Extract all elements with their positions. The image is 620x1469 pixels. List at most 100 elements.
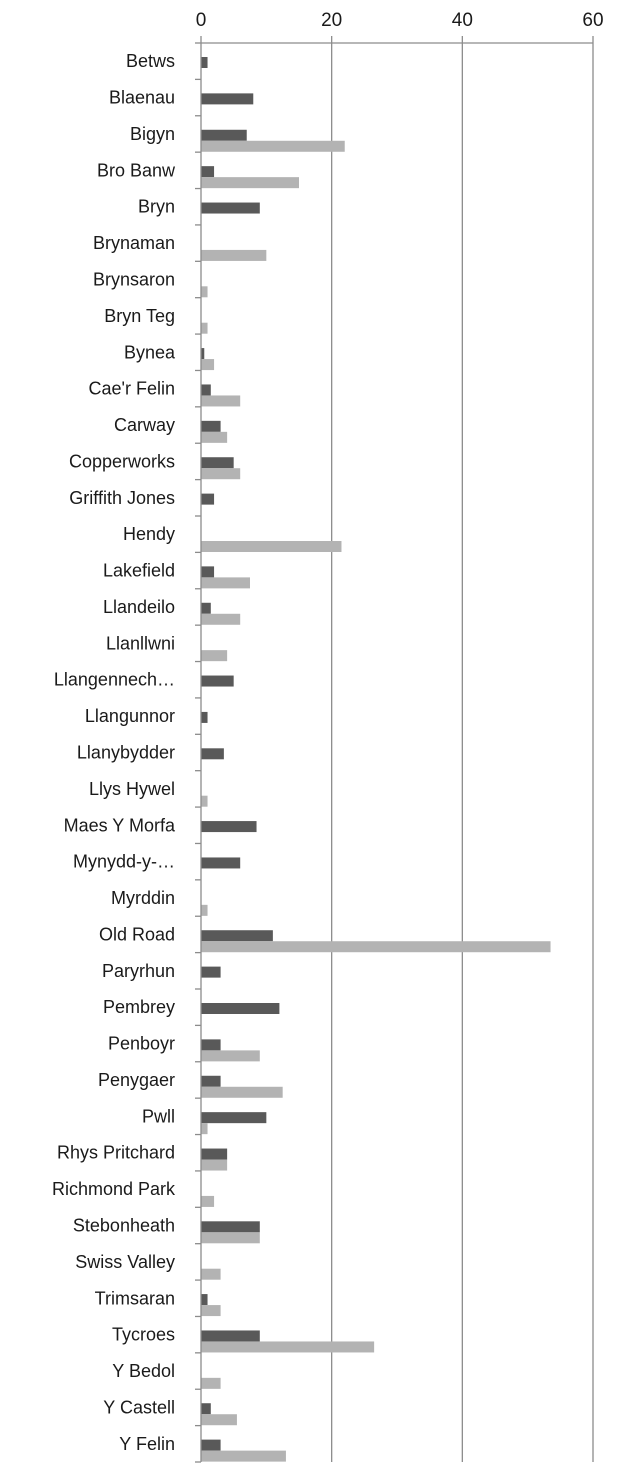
bar — [201, 177, 299, 189]
bar — [201, 93, 254, 105]
category-label: Bigyn — [130, 124, 175, 144]
x-tick-label: 60 — [582, 10, 603, 31]
value-axis-ticks: 0 20 40 60 — [196, 10, 604, 44]
bar — [201, 140, 345, 152]
category-label: Mynydd-y-… — [73, 852, 175, 872]
category-label: Rhys Pritchard — [57, 1143, 175, 1163]
bar — [201, 249, 267, 261]
bar — [201, 431, 228, 443]
bar — [201, 904, 208, 916]
category-label: Bryn — [138, 197, 175, 217]
bar — [201, 1050, 260, 1062]
bar — [201, 420, 221, 432]
bar — [201, 468, 241, 480]
category-label: Y Castell — [103, 1397, 175, 1417]
gridlines — [331, 43, 594, 1462]
category-label: Stebonheath — [73, 1216, 175, 1236]
category-label: Trimsaran — [95, 1288, 175, 1308]
bar — [201, 1221, 260, 1233]
bar — [201, 322, 208, 334]
bar — [201, 821, 257, 833]
category-label: Llangunnor — [85, 706, 175, 726]
bar — [201, 348, 205, 360]
bar — [201, 1439, 221, 1451]
category-label: Carway — [114, 415, 175, 435]
category-label: Maes Y Morfa — [64, 815, 176, 835]
category-label: Llangennech… — [54, 670, 175, 690]
bar — [201, 602, 211, 614]
bar — [201, 359, 215, 371]
bar — [201, 1294, 208, 1306]
category-label: Penboyr — [108, 1034, 175, 1054]
bar — [201, 1086, 283, 1098]
category-label: Tycroes — [112, 1325, 175, 1345]
category-label: Paryrhun — [102, 961, 175, 981]
category-label: Llanybydder — [77, 743, 175, 763]
category-label: Swiss Valley — [75, 1252, 175, 1272]
bar — [201, 748, 224, 760]
bar — [201, 1039, 221, 1051]
category-label: Bro Banw — [97, 160, 176, 180]
bar — [201, 1305, 221, 1317]
bar — [201, 1112, 267, 1124]
bar — [201, 1268, 221, 1280]
x-tick-label: 40 — [452, 10, 473, 31]
bar — [201, 395, 241, 407]
category-label: Brynaman — [93, 233, 175, 253]
category-label: Bynea — [124, 342, 176, 362]
category-label: Betws — [126, 51, 175, 71]
bar — [201, 1148, 228, 1160]
bar — [201, 1123, 208, 1135]
category-label: Copperworks — [69, 451, 175, 471]
bar — [201, 566, 215, 578]
category-label: Penygaer — [98, 1070, 175, 1090]
category-label: Richmond Park — [52, 1179, 176, 1199]
bar — [201, 384, 211, 396]
bar — [201, 457, 234, 469]
category-label: Bryn Teg — [104, 306, 175, 326]
category-label: Myrddin — [111, 888, 175, 908]
bar — [201, 577, 250, 589]
x-tick-label: 0 — [196, 10, 207, 31]
bar — [201, 857, 241, 869]
bar — [201, 675, 234, 687]
category-label: Pwll — [142, 1106, 175, 1126]
bar — [201, 202, 260, 214]
bar — [201, 795, 208, 807]
category-label: Lakefield — [103, 561, 175, 581]
bar — [201, 129, 247, 141]
category-label: Griffith Jones — [69, 488, 175, 508]
bar — [201, 613, 241, 625]
category-label: Hendy — [123, 524, 175, 544]
category-axis — [195, 42, 202, 1463]
category-label: Pembrey — [103, 997, 175, 1017]
bar — [201, 57, 208, 68]
bar — [201, 1414, 237, 1426]
bar — [201, 1450, 286, 1462]
category-label: Llys Hywel — [89, 779, 175, 799]
bar — [201, 166, 215, 178]
bar — [201, 650, 228, 662]
category-label: Y Felin — [119, 1434, 175, 1454]
bar — [201, 941, 551, 953]
category-label: Cae'r Felin — [89, 379, 175, 399]
bar — [201, 711, 208, 723]
bar — [201, 1195, 215, 1207]
bar — [201, 930, 273, 942]
bar — [201, 1377, 221, 1389]
bar — [201, 286, 208, 298]
category-label: Blaenau — [109, 88, 175, 108]
bar — [201, 966, 221, 978]
bars — [201, 57, 551, 1462]
x-tick-label: 20 — [321, 10, 342, 31]
bar — [201, 541, 342, 552]
bar — [201, 1159, 228, 1171]
category-label: Llandeilo — [103, 597, 175, 617]
bar — [201, 1232, 260, 1244]
bar — [201, 493, 215, 505]
category-label: Llanllwni — [106, 633, 175, 653]
category-label: Y Bedol — [112, 1361, 175, 1381]
bar — [201, 1403, 211, 1415]
category-label: Brynsaron — [93, 270, 175, 290]
